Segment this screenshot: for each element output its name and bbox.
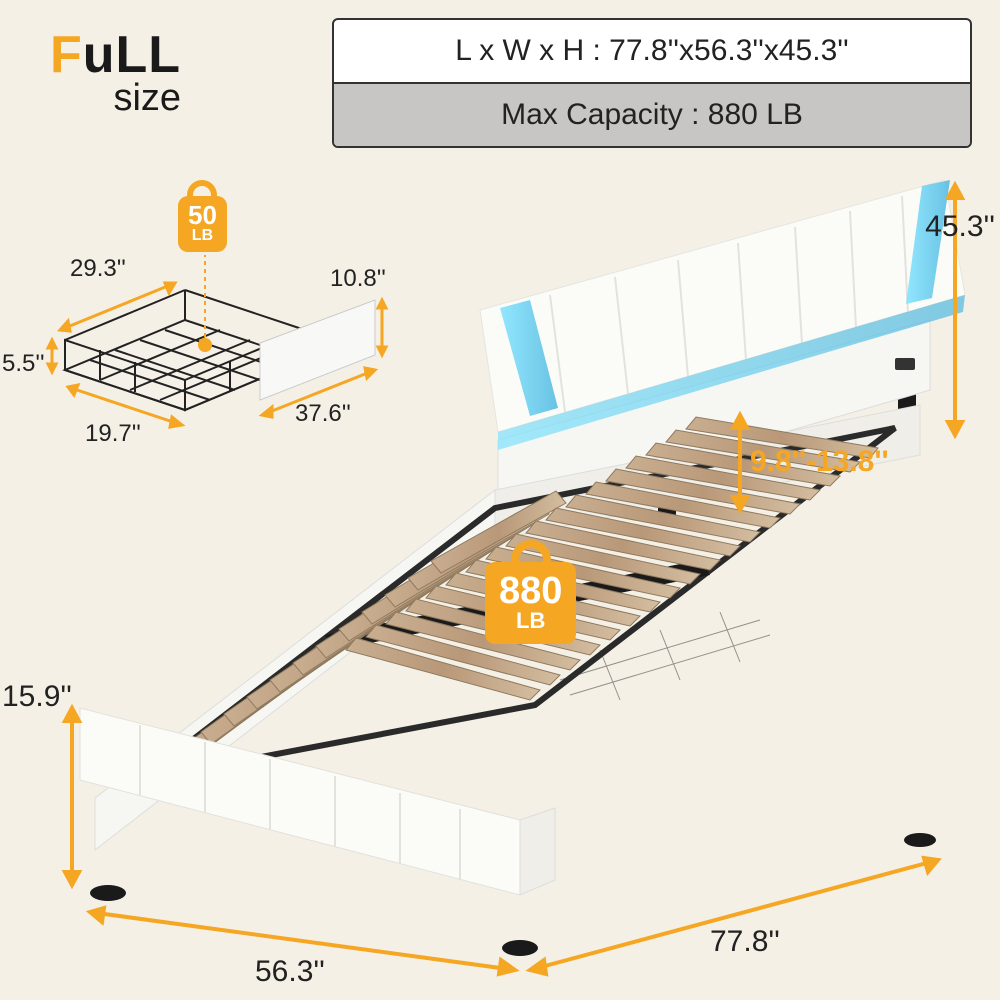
bed-diagram: 880 LB 45.3'' 9.8''-13.8'' 15.9'' 56.3''… bbox=[60, 180, 980, 980]
bed-weight-num: 880 bbox=[499, 572, 562, 610]
title-main: FuLL bbox=[50, 25, 181, 85]
footboard-h-label: 15.9'' bbox=[2, 680, 72, 714]
spec-capacity: Max Capacity : 880 LB bbox=[334, 84, 970, 146]
drawer-height-label: 5.5'' bbox=[2, 350, 45, 378]
title-rest: uLL bbox=[83, 26, 181, 84]
headboard-h-label: 45.3'' bbox=[925, 210, 995, 244]
bed-weight-tag: 880 LB bbox=[485, 540, 576, 644]
spec-dimensions: L x W x H : 77.8''x56.3''x45.3'' bbox=[334, 20, 970, 84]
length-label: 77.8'' bbox=[710, 925, 780, 959]
bed-weight-unit: LB bbox=[499, 610, 562, 632]
title-accent-letter: F bbox=[50, 26, 83, 84]
spec-box: L x W x H : 77.8''x56.3''x45.3'' Max Cap… bbox=[332, 18, 972, 148]
clearance-label: 9.8''-13.8'' bbox=[750, 445, 889, 479]
bed-frame bbox=[80, 405, 936, 956]
width-label: 56.3'' bbox=[255, 955, 325, 989]
title-block: FuLL size bbox=[50, 25, 181, 120]
